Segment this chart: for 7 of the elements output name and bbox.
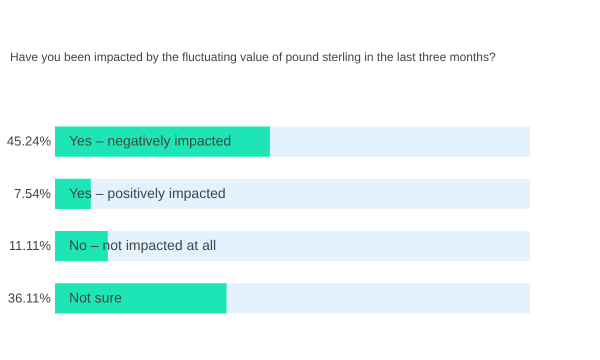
data-label: 45.24% — [6, 134, 52, 149]
y-tick-label: Yes – negatively impacted — [69, 132, 232, 149]
data-label: 36.11% — [8, 290, 52, 306]
y-tick-label: Not sure — [69, 289, 122, 306]
chart-title: Have you been impacted by the fluctuating value of pound sterling in the last three months? — [10, 50, 496, 64]
data-label: 7.54% — [14, 186, 52, 201]
data-label: 11.11% — [8, 238, 52, 254]
